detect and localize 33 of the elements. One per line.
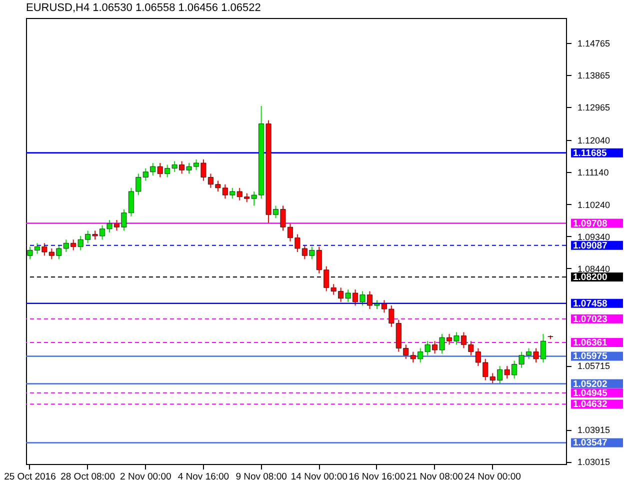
x-tick-label: 24 Nov 00:00 (464, 472, 521, 480)
ref-line-label: 1.09708 (573, 218, 608, 230)
y-tick-label: 1.12040 (578, 136, 610, 146)
ref-line-label: 1.04632 (573, 399, 608, 410)
chart-title: EURUSD,H4 1.06530 1.06558 1.06456 1.06522 (26, 2, 261, 14)
y-tick-label: 1.03915 (578, 425, 610, 436)
ref-line-label: 1.05975 (573, 351, 608, 362)
ref-line-label: 1.04945 (573, 388, 608, 399)
x-tick-label: 2 Nov 00:00 (120, 472, 172, 480)
y-tick-label: 1.11140 (578, 168, 609, 178)
x-tick-label: 21 Nov 08:00 (406, 472, 464, 480)
ref-line-label: 1.03547 (573, 438, 608, 449)
x-tick-label: 14 Nov 00:00 (290, 472, 348, 480)
ref-line-label: 1.07023 (573, 314, 608, 325)
x-tick-label: 4 Nov 16:00 (178, 472, 230, 480)
y-tick-label: 1.14765 (578, 38, 610, 49)
x-tick-label: 28 Oct 08:00 (60, 472, 116, 480)
ref-line-label: 1.07458 (573, 298, 608, 310)
y-tick-label: 1.08440 (578, 264, 610, 274)
y-tick-label: 1.12965 (578, 102, 610, 113)
y-tick-label: 1.10240 (578, 200, 610, 210)
ref-line-label: 1.08200 (573, 272, 608, 283)
ref-line-label: 1.11685 (573, 148, 608, 159)
x-tick-label: 9 Nov 08:00 (236, 472, 287, 480)
x-tick-label: 16 Nov 16:00 (348, 472, 406, 480)
x-tick-label: 25 Oct 2016 (4, 472, 56, 480)
ref-line-label: 1.06361 (573, 337, 608, 348)
ref-line-label: 1.09087 (573, 240, 608, 252)
y-tick-label: 1.09340 (578, 232, 610, 242)
ref-line-label: 1.05202 (573, 378, 608, 390)
y-tick-label: 1.13865 (578, 70, 610, 81)
y-tick-label: 1.03015 (578, 457, 610, 468)
y-tick-label: 1.05715 (578, 361, 610, 371)
